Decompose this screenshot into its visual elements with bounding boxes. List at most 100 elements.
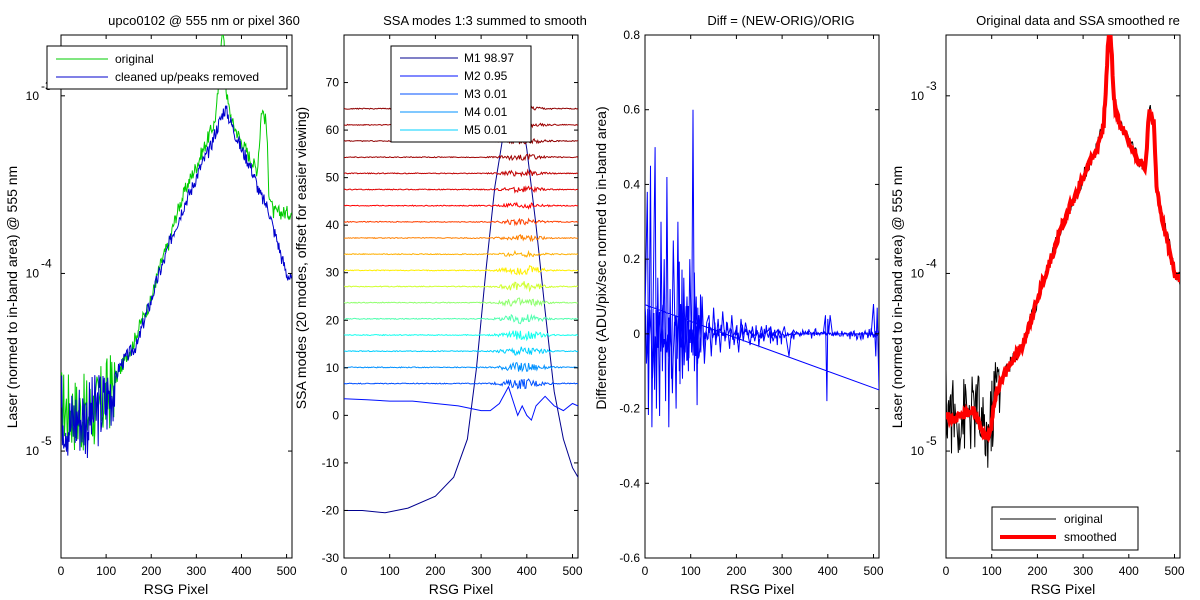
legend-label-m2: M2 0.95 [464, 69, 508, 83]
plot-content [645, 109, 879, 428]
series-line-m2 [344, 385, 578, 422]
plot-content [61, 35, 292, 459]
x-ticks: 0 100 200 300 400 500 [943, 35, 1185, 578]
legend-box [46, 45, 288, 90]
series-line-mode-7 [344, 313, 578, 325]
series-line-mode-5 [344, 346, 578, 356]
y-tick-label: -20 [322, 503, 340, 517]
y-tick-label: 10 [26, 444, 40, 458]
y-tick-label: 0.4 [623, 177, 640, 191]
legend-label-m1: M1 98.97 [464, 51, 514, 65]
y-axis-label: SSA modes (20 modes, offset for easier v… [293, 107, 309, 409]
chart-title: SSA modes 1:3 summed to smooth [383, 13, 587, 28]
panel-smoothed: Original data and SSA smoothed re 0 100 20… [889, 13, 1185, 597]
y-tick-label: -0.6 [619, 551, 640, 565]
series-line-0 [645, 109, 879, 428]
panel-difference: Diff = (NEW-ORIG)/ORIG 0 100 200 300 400 500 … [593, 13, 884, 597]
legend-label-m5: M5 0.01 [464, 123, 508, 137]
y-ticks: -30 -20 -10 0 10 20 30 40 50 60 70 [322, 76, 578, 565]
y-tick-label: 30 [326, 266, 340, 280]
y-axis-label: Laser (normed to in-band area) @ 555 nm [4, 166, 20, 428]
series-line-mode-15 [344, 185, 578, 194]
x-tick-label: 400 [1119, 564, 1139, 578]
x-tick-label: 100 [96, 564, 116, 578]
series-line-mode-9 [344, 281, 578, 293]
series-line-1 [946, 35, 1180, 443]
panel-laser-original: upco0102 @ 555 nm or pixel 360 0 100 200 30… [4, 13, 300, 597]
y-tick-label-exponent: -3 [926, 79, 937, 93]
x-tick-label: 200 [425, 564, 445, 578]
y-axis-label: Laser (normed to in-band area) @ 555 nm [889, 166, 905, 428]
series-line-mode-10 [344, 265, 578, 276]
x-tick-label: 200 [726, 564, 746, 578]
x-tick-label: 400 [231, 564, 251, 578]
x-tick-label: 500 [563, 564, 583, 578]
x-tick-label: 200 [1027, 564, 1047, 578]
y-tick-label: 10 [26, 89, 40, 103]
x-ticks: 0 100 200 300 400 500 [58, 35, 297, 578]
x-tick-label: 0 [642, 564, 649, 578]
y-tick-label: 0 [332, 408, 339, 422]
y-tick-label-exponent: -5 [41, 434, 52, 448]
y-tick-label: -0.4 [619, 476, 640, 490]
y-tick-label-exponent: -4 [926, 256, 937, 270]
x-tick-label: 0 [58, 564, 65, 578]
y-tick-label: 10 [911, 444, 925, 458]
x-axis-label: RSG Pixel [429, 581, 494, 597]
y-tick-label: -30 [322, 551, 340, 565]
x-tick-label: 500 [1165, 564, 1185, 578]
y-axis-label: Difference (ADU/pix/sec normed to in-ban… [593, 106, 609, 409]
x-tick-label: 300 [186, 564, 206, 578]
y-ticks: 10-510-410-3 [26, 79, 292, 458]
y-tick-label: 0.6 [623, 103, 640, 117]
series-line-mode-4 [344, 361, 578, 373]
y-ticks: 10-510-410-3 [911, 79, 1180, 458]
y-tick-label-exponent: -3 [41, 79, 52, 93]
y-tick-label: 50 [326, 171, 340, 185]
y-tick-label-exponent: -5 [926, 434, 937, 448]
series-line-mode-3 [344, 378, 578, 390]
y-tick-label: 10 [911, 266, 925, 280]
y-tick-label: 70 [326, 76, 340, 90]
legend-box [991, 506, 1139, 551]
panel-ssa-modes: SSA modes 1:3 summed to smooth 0 100 200 30… [293, 13, 587, 597]
y-tick-label: 40 [326, 218, 340, 232]
x-axis-label: RSG Pixel [1031, 581, 1096, 597]
x-axis-label: RSG Pixel [144, 581, 209, 597]
chart-title: Original data and SSA smoothed re [976, 13, 1180, 28]
y-tick-label: 20 [326, 313, 340, 327]
legend: original smoothed [991, 506, 1139, 551]
plot-content [946, 35, 1180, 468]
legend-label-original: original [1064, 512, 1103, 526]
x-tick-label: 100 [681, 564, 701, 578]
y-tick-label: 60 [326, 123, 340, 137]
y-tick-label: 0 [633, 327, 640, 341]
x-ticks: 0 100 200 300 400 500 [642, 35, 884, 578]
legend: original cleaned up/peaks removed [46, 45, 288, 90]
x-tick-label: 200 [141, 564, 161, 578]
y-tick-label-exponent: -4 [41, 256, 52, 270]
legend-label-m3: M3 0.01 [464, 87, 508, 101]
y-tick-label: 10 [911, 89, 925, 103]
series-line-mode-13 [344, 217, 578, 227]
x-tick-label: 0 [341, 564, 348, 578]
series-line-mode-11 [344, 249, 578, 258]
plot-area [945, 34, 1181, 559]
plot-area [60, 34, 293, 559]
x-tick-label: 300 [772, 564, 792, 578]
x-axis-label: RSG Pixel [730, 581, 795, 597]
series-line-mode-8 [344, 297, 578, 308]
y-tick-label: 0.2 [623, 252, 640, 266]
y-tick-label: -0.2 [619, 402, 640, 416]
x-tick-label: 300 [471, 564, 491, 578]
x-tick-label: 400 [818, 564, 838, 578]
series-line-mode-17 [344, 153, 578, 162]
chart-title: upco0102 @ 555 nm or pixel 360 [108, 13, 300, 28]
x-tick-label: 500 [864, 564, 884, 578]
series-line-0 [61, 35, 292, 451]
x-tick-label: 100 [982, 564, 1002, 578]
x-tick-label: 500 [277, 564, 297, 578]
y-ticks: -0.6 -0.4 -0.2 0 0.2 0.4 0.6 0.8 [619, 28, 879, 565]
y-tick-label: 10 [326, 361, 340, 375]
